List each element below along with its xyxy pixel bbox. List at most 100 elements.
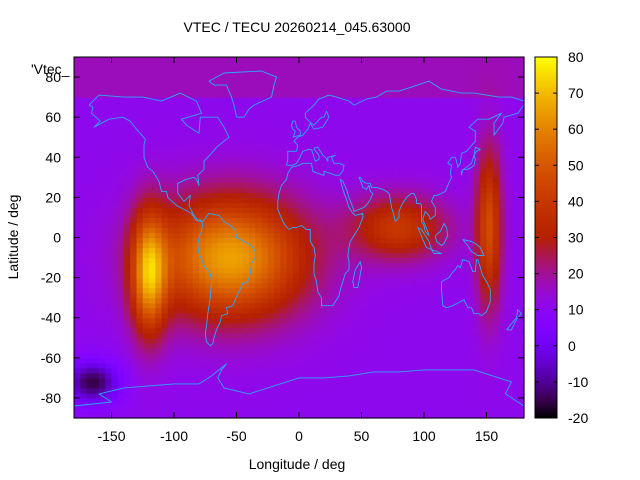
- heatmap-cell: [174, 132, 181, 138]
- heatmap-cell: [305, 277, 313, 284]
- heatmap-cell: [186, 412, 194, 419]
- heatmap-cell: [86, 397, 94, 404]
- heatmap-cell: [142, 187, 150, 193]
- heatmap-cell: [261, 182, 269, 188]
- heatmap-cell: [349, 157, 356, 163]
- heatmap-cell: [292, 352, 300, 359]
- heatmap-cell: [236, 257, 244, 264]
- heatmap-cell: [436, 407, 444, 414]
- heatmap-cell: [417, 327, 425, 334]
- heatmap-cell: [130, 267, 138, 274]
- heatmap-cell: [211, 162, 219, 168]
- heatmap-cell: [467, 92, 475, 98]
- heatmap-cell: [142, 352, 150, 359]
- heatmap-cell: [105, 192, 113, 198]
- heatmap-cell: [386, 342, 394, 349]
- heatmap-cell: [317, 377, 325, 384]
- heatmap-cell: [111, 157, 119, 163]
- heatmap-cell: [324, 207, 331, 214]
- heatmap-cell: [286, 387, 294, 394]
- heatmap-cell: [467, 377, 475, 384]
- heatmap-cell: [380, 242, 388, 249]
- heatmap-cell: [111, 102, 119, 108]
- heatmap-cell: [149, 377, 156, 384]
- heatmap-cell: [92, 127, 100, 133]
- heatmap-cell: [455, 387, 463, 394]
- heatmap-cell: [455, 337, 463, 344]
- heatmap-cell: [111, 332, 119, 339]
- heatmap-cell: [430, 307, 438, 314]
- heatmap-cell: [217, 192, 225, 198]
- heatmap-cell: [280, 127, 288, 133]
- heatmap-cell: [117, 247, 125, 254]
- heatmap-cell: [174, 137, 181, 143]
- heatmap-cell: [167, 157, 175, 163]
- heatmap-cell: [149, 197, 156, 203]
- heatmap-cell: [155, 207, 163, 214]
- heatmap-cell: [499, 152, 506, 158]
- heatmap-cell: [317, 237, 325, 244]
- heatmap-cell: [199, 127, 206, 133]
- heatmap-cell: [330, 137, 338, 143]
- heatmap-cell: [330, 102, 338, 108]
- heatmap-cell: [186, 312, 194, 319]
- heatmap-cell: [386, 162, 394, 168]
- heatmap-cell: [417, 92, 425, 98]
- heatmap-cell: [499, 117, 506, 123]
- heatmap-cell: [142, 217, 150, 224]
- heatmap-cell: [161, 387, 169, 394]
- heatmap-cell: [261, 72, 269, 78]
- heatmap-cell: [161, 322, 169, 329]
- heatmap-cell: [80, 117, 88, 123]
- heatmap-cell: [474, 282, 481, 289]
- heatmap-cell: [405, 362, 413, 369]
- heatmap-cell: [486, 402, 494, 409]
- heatmap-cell: [286, 347, 294, 354]
- heatmap-cell: [274, 127, 281, 133]
- heatmap-cell: [442, 342, 450, 349]
- heatmap-cell: [224, 217, 231, 224]
- heatmap-cell: [480, 167, 488, 173]
- heatmap-cell: [111, 307, 119, 314]
- heatmap-cell: [430, 182, 438, 188]
- heatmap-cell: [367, 312, 375, 319]
- heatmap-cell: [236, 132, 244, 138]
- heatmap-cell: [449, 292, 456, 299]
- heatmap-cell: [380, 252, 388, 259]
- heatmap-cell: [105, 152, 113, 158]
- heatmap-cell: [142, 62, 150, 68]
- heatmap-cell: [386, 252, 394, 259]
- heatmap-cell: [430, 177, 438, 183]
- heatmap-cell: [192, 247, 200, 254]
- heatmap-cell: [167, 302, 175, 309]
- heatmap-cell: [311, 207, 319, 214]
- heatmap-cell: [192, 397, 200, 404]
- heatmap-cell: [161, 202, 169, 209]
- heatmap-cell: [242, 232, 250, 239]
- heatmap-cell: [305, 392, 313, 399]
- heatmap-cell: [499, 397, 506, 404]
- heatmap-cell: [286, 307, 294, 314]
- heatmap-cell: [199, 337, 206, 344]
- heatmap-cell: [230, 312, 238, 319]
- heatmap-cell: [255, 252, 263, 259]
- heatmap-cell: [124, 402, 131, 409]
- heatmap-cell: [111, 317, 119, 324]
- heatmap-cell: [455, 302, 463, 309]
- heatmap-cell: [236, 302, 244, 309]
- heatmap-cell: [411, 352, 419, 359]
- heatmap-cell: [136, 82, 144, 88]
- heatmap-cell: [399, 262, 406, 269]
- heatmap-cell: [374, 247, 381, 254]
- heatmap-cell: [367, 82, 375, 88]
- heatmap-cell: [136, 147, 144, 153]
- heatmap-cell: [374, 317, 381, 324]
- heatmap-cell: [86, 357, 94, 364]
- heatmap-cell: [155, 327, 163, 334]
- heatmap-cell: [380, 317, 388, 324]
- heatmap-cell: [199, 182, 206, 188]
- heatmap-cell: [105, 297, 113, 304]
- heatmap-cell: [274, 377, 281, 384]
- heatmap-cell: [167, 97, 175, 103]
